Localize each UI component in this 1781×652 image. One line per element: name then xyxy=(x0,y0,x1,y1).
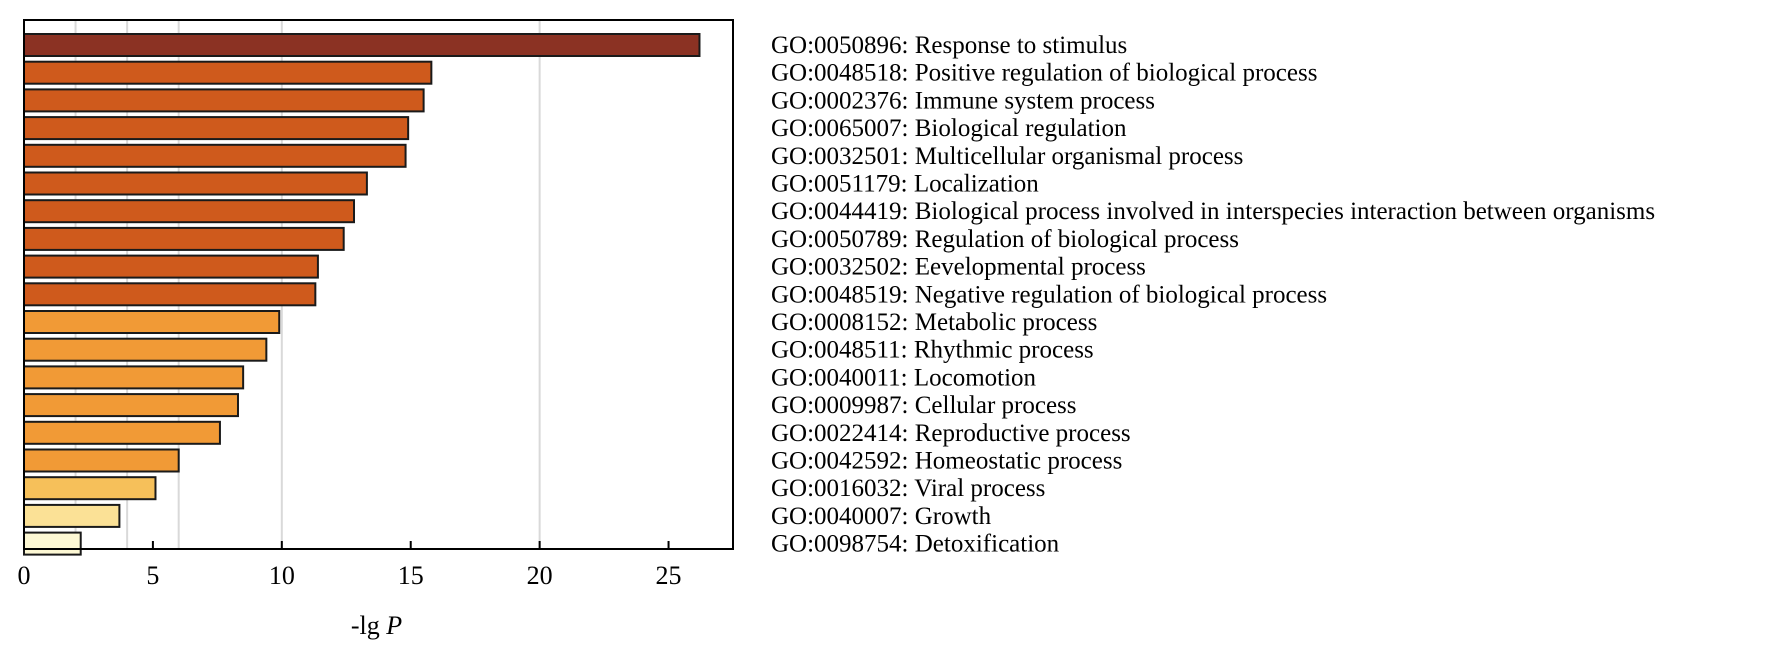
bar xyxy=(23,393,239,418)
category-label: GO:0040007: Growth xyxy=(771,503,992,530)
bar xyxy=(23,143,407,168)
category-label: GO:0042592: Homeostatic process xyxy=(771,448,1122,475)
category-label: GO:0098754: Detoxification xyxy=(771,531,1060,558)
category-label: GO:0009987: Cellular process xyxy=(771,392,1077,419)
bar xyxy=(23,88,425,113)
bar xyxy=(23,282,317,307)
bar xyxy=(23,531,82,556)
bar xyxy=(23,337,268,362)
bar xyxy=(23,60,433,85)
x-tick-label: 10 xyxy=(269,561,295,590)
category-label: GO:0050896: Response to stimulus xyxy=(771,32,1127,59)
x-tick-label: 25 xyxy=(656,561,682,590)
x-tick-label: 5 xyxy=(146,561,159,590)
bar xyxy=(23,33,701,57)
bar xyxy=(23,448,180,473)
category-label: GO:0044419: Biological process involved … xyxy=(771,198,1655,225)
category-labels: GO:0050896: Response to stimulusGO:00485… xyxy=(771,32,1655,558)
bars xyxy=(23,33,701,556)
category-label: GO:0065007: Biological regulation xyxy=(771,115,1127,142)
bar xyxy=(23,199,356,224)
category-label: GO:0002376: Immune system process xyxy=(771,87,1155,114)
bar xyxy=(23,116,410,141)
bar xyxy=(23,171,368,196)
category-label: GO:0008152: Metabolic process xyxy=(771,309,1097,336)
bar xyxy=(23,503,121,528)
x-axis-ticks: 0 5 10 15 20 25 xyxy=(18,541,682,590)
category-label: GO:0040011: Locomotion xyxy=(771,364,1037,391)
x-axis-title-italic: P xyxy=(385,611,402,640)
bar xyxy=(23,476,157,501)
x-tick-label: 0 xyxy=(18,561,31,590)
category-label: GO:0048519: Negative regulation of biolo… xyxy=(771,281,1327,308)
bar xyxy=(23,310,281,334)
category-label: GO:0048518: Positive regulation of biolo… xyxy=(771,60,1317,87)
x-tick-label: 20 xyxy=(527,561,553,590)
bar xyxy=(23,420,221,445)
category-label: GO:0051179: Localization xyxy=(771,171,1039,198)
category-label: GO:0016032: Viral process xyxy=(771,475,1045,502)
bar xyxy=(23,365,245,390)
bar xyxy=(23,226,345,251)
x-axis-title-text: -lg xyxy=(351,611,386,640)
category-label: GO:0050789: Regulation of biological pro… xyxy=(771,226,1239,253)
bar xyxy=(23,254,319,279)
category-label: GO:0032502: Eevelopmental process xyxy=(771,254,1146,281)
x-tick-label: 15 xyxy=(398,561,424,590)
plot-frame xyxy=(23,19,734,550)
category-label: GO:0032501: Multicellular organismal pro… xyxy=(771,143,1243,170)
x-axis-title: -lg P xyxy=(351,611,402,640)
category-label: GO:0048511: Rhythmic process xyxy=(771,337,1094,364)
category-label: GO:0022414: Reproductive process xyxy=(771,420,1131,447)
